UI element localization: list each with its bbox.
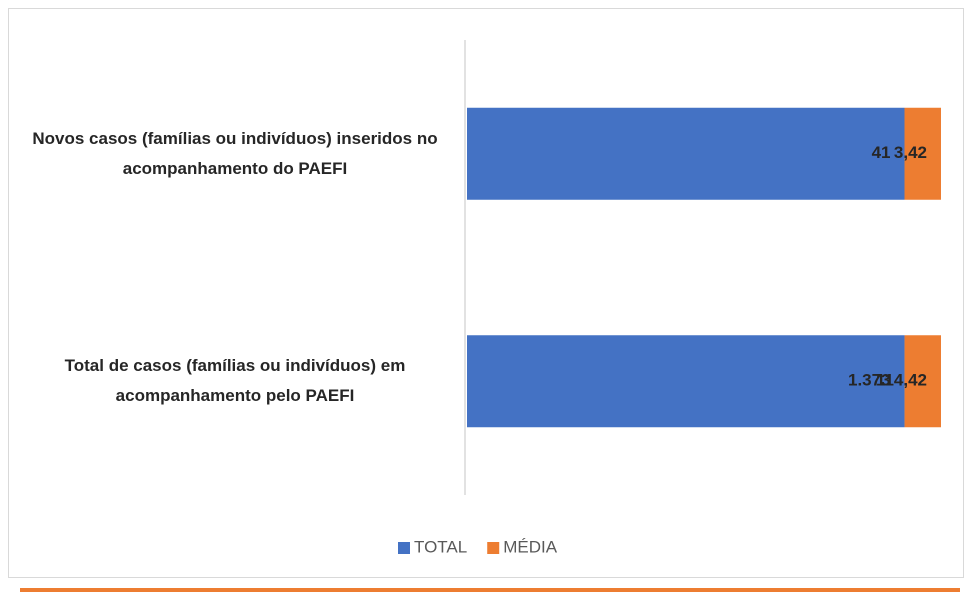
legend-swatch [487,542,500,554]
value-label: 3,42 [894,143,927,162]
value-label: 1.373 [848,371,891,390]
bar-segment [467,107,905,200]
chart-frame [8,8,964,578]
value-label: 114,42 [876,371,927,390]
bar-segment [904,107,941,200]
bottom-rule [20,588,960,592]
bar-segment [467,335,905,428]
value-label: 41 [872,143,891,162]
legend-label: TOTAL [414,537,467,556]
category-label: Total de casos (famílias ou indivíduos) … [64,356,406,406]
bar-segment [904,335,941,428]
category-label: Novos casos (famílias ou indivíduos) ins… [32,128,438,178]
legend-swatch [398,542,410,554]
legend-label: MÉDIA [503,537,558,556]
